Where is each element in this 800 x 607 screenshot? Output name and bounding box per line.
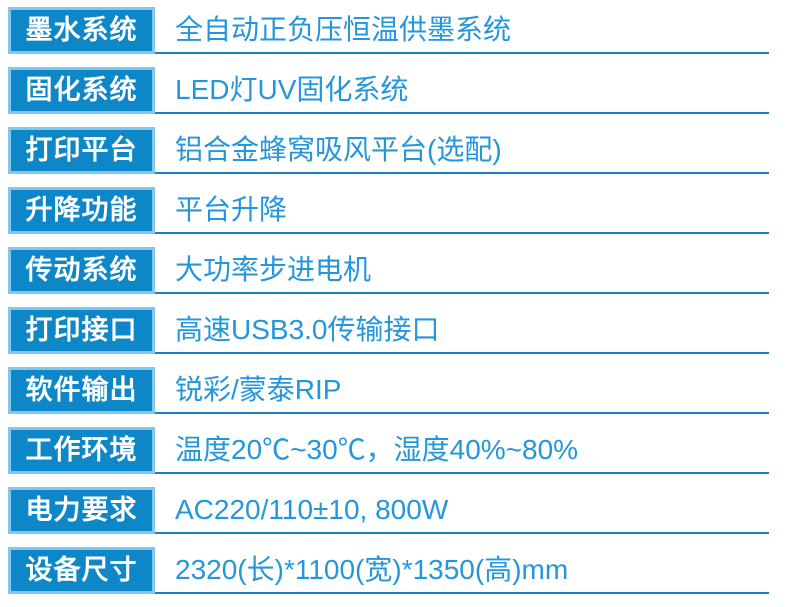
spec-value: LED灯UV固化系统 — [175, 73, 409, 105]
spec-value: AC220/110±10, 800W — [175, 493, 449, 525]
spec-value: 锐彩/蒙泰RIP — [175, 373, 342, 405]
row-rule — [8, 472, 769, 474]
row-rule — [8, 232, 769, 234]
spec-value: 2320(长)*1100(宽)*1350(高)mm — [175, 553, 569, 585]
spec-row-lift-function: 升降功能 平台升降 — [8, 187, 769, 234]
spec-label: 升降功能 — [8, 187, 155, 234]
row-rule — [8, 52, 769, 54]
spec-value: 大功率步进电机 — [175, 253, 372, 285]
spec-row-print-interface: 打印接口 高速USB3.0传输接口 — [8, 307, 769, 354]
row-rule — [8, 592, 769, 594]
spec-label: 固化系统 — [8, 67, 155, 114]
row-rule — [8, 172, 769, 174]
spec-row-curing-system: 固化系统 LED灯UV固化系统 — [8, 67, 769, 114]
spec-value: 平台升降 — [175, 193, 288, 225]
row-rule — [8, 112, 769, 114]
spec-label: 设备尺寸 — [8, 547, 155, 594]
spec-label: 传动系统 — [8, 247, 155, 294]
spec-label: 工作环境 — [8, 427, 155, 474]
row-rule — [8, 532, 769, 534]
row-rule — [8, 412, 769, 414]
spec-label: 软件输出 — [8, 367, 155, 414]
spec-row-software-output: 软件输出 锐彩/蒙泰RIP — [8, 367, 769, 414]
spec-row-power-requirement: 电力要求 AC220/110±10, 800W — [8, 487, 769, 534]
spec-label: 墨水系统 — [8, 7, 155, 54]
spec-value: 温度20℃~30℃，湿度40%~80% — [175, 433, 579, 465]
spec-row-machine-dimensions: 设备尺寸 2320(长)*1100(宽)*1350(高)mm — [8, 547, 769, 594]
row-rule — [8, 352, 769, 354]
spec-table: 墨水系统 全自动正负压恒温供墨系统 固化系统 LED灯UV固化系统 打印平台 铝… — [8, 7, 769, 607]
spec-row-print-platform: 打印平台 铝合金蜂窝吸风平台(选配) — [8, 127, 769, 174]
spec-row-working-environment: 工作环境 温度20℃~30℃，湿度40%~80% — [8, 427, 769, 474]
spec-row-ink-system: 墨水系统 全自动正负压恒温供墨系统 — [8, 7, 769, 54]
spec-label: 打印接口 — [8, 307, 155, 354]
spec-label: 打印平台 — [8, 127, 155, 174]
spec-value: 全自动正负压恒温供墨系统 — [175, 13, 512, 45]
spec-value: 铝合金蜂窝吸风平台(选配) — [175, 133, 502, 165]
spec-row-drive-system: 传动系统 大功率步进电机 — [8, 247, 769, 294]
row-rule — [8, 292, 769, 294]
spec-value: 高速USB3.0传输接口 — [175, 313, 440, 345]
spec-label: 电力要求 — [8, 487, 155, 534]
